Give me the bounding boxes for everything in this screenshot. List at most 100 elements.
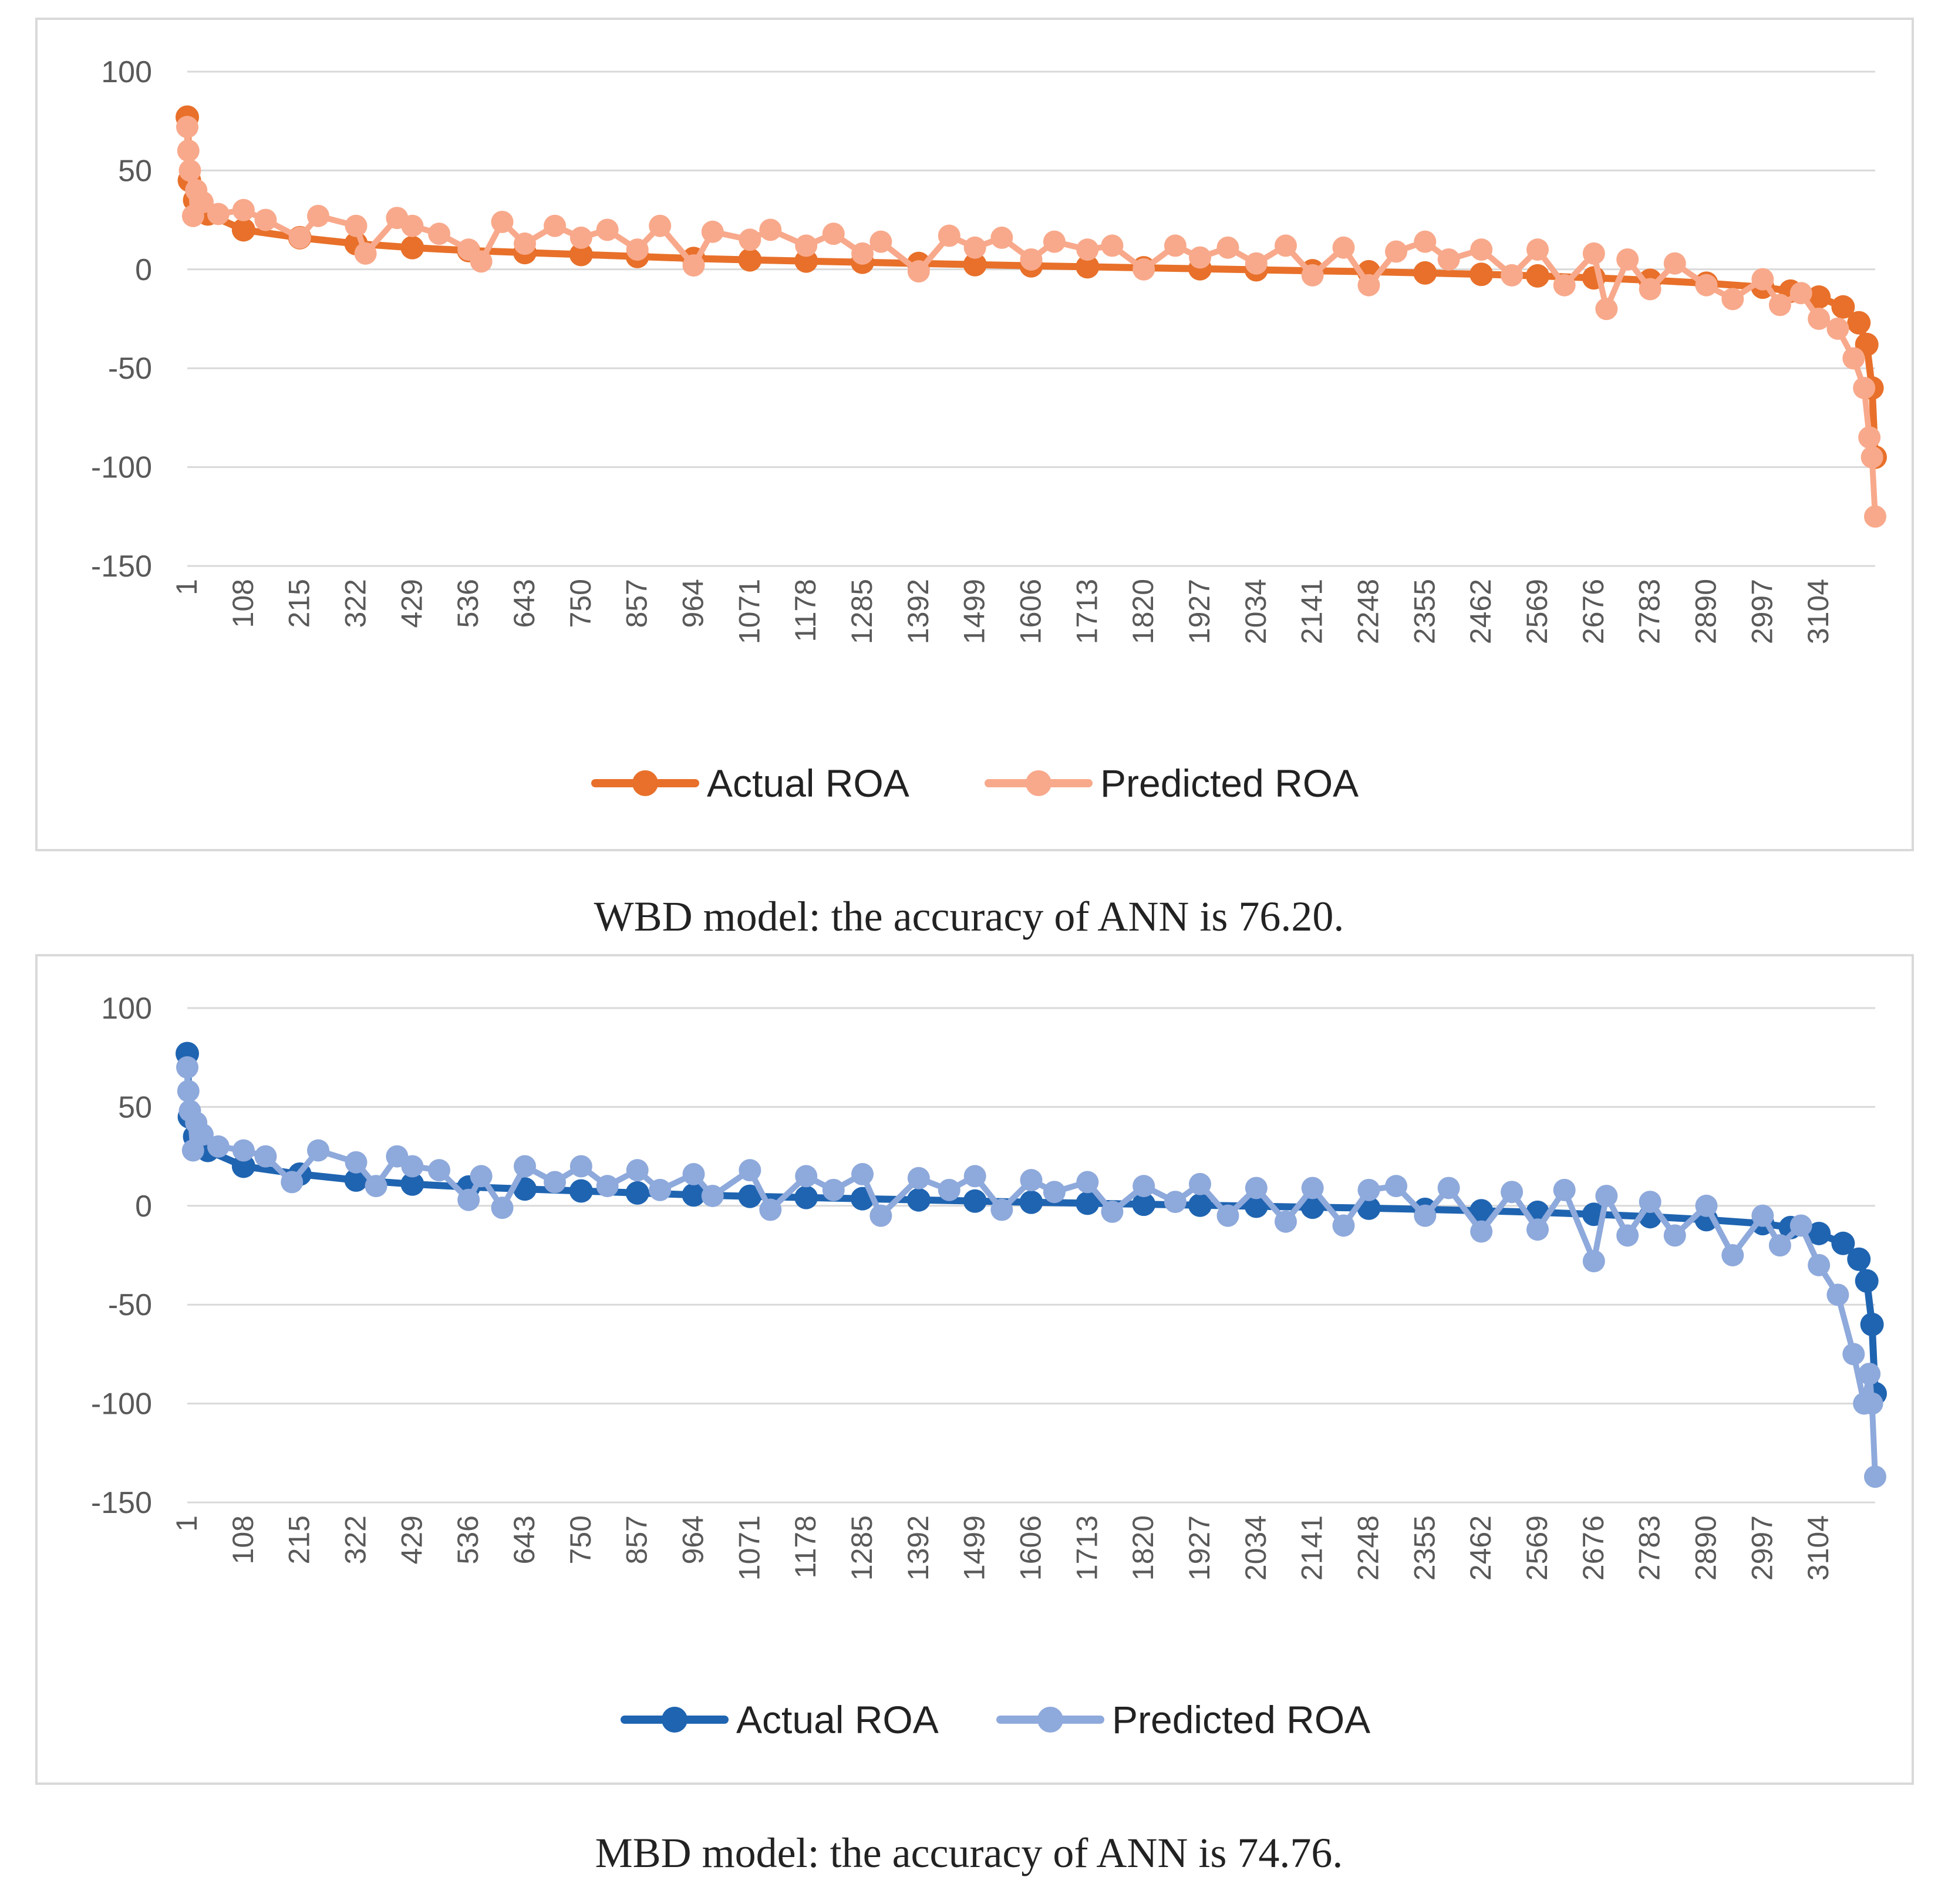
data-point-predicted xyxy=(1553,274,1576,296)
caption-mbd: MBD model: the accuracy of ANN is 74.76. xyxy=(595,1829,1343,1876)
data-point-predicted xyxy=(1076,1171,1099,1194)
data-point-actual xyxy=(1019,1190,1043,1214)
x-tick-label: 2141 xyxy=(1296,1515,1329,1581)
data-point-predicted xyxy=(1501,1181,1524,1204)
x-tick-label: 1713 xyxy=(1070,579,1103,644)
data-point-predicted xyxy=(759,1198,782,1221)
data-point-predicted xyxy=(491,210,514,233)
x-tick-label: 322 xyxy=(339,1515,372,1564)
x-tick-label: 750 xyxy=(564,579,597,628)
data-point-predicted xyxy=(365,1175,387,1198)
y-tick-label: 0 xyxy=(135,253,152,287)
x-tick-label: 1499 xyxy=(958,1515,991,1581)
data-point-predicted xyxy=(1861,1392,1883,1415)
data-point-predicted xyxy=(626,1159,649,1182)
data-point-predicted xyxy=(795,1165,818,1188)
data-point-predicted xyxy=(1133,258,1155,281)
data-point-actual xyxy=(794,1185,818,1209)
x-tick-label: 1606 xyxy=(1014,579,1047,644)
data-point-predicted xyxy=(1639,278,1661,301)
data-point-predicted xyxy=(470,250,493,273)
data-point-predicted xyxy=(1721,1244,1744,1266)
data-point-predicted xyxy=(1437,1177,1460,1199)
data-point-predicted xyxy=(177,1080,200,1103)
data-point-predicted xyxy=(701,220,724,243)
data-point-predicted xyxy=(739,1159,761,1182)
x-tick-label: 1178 xyxy=(789,579,822,642)
data-point-predicted xyxy=(1582,242,1605,265)
data-point-actual xyxy=(1469,1199,1494,1223)
data-point-predicted xyxy=(569,1155,592,1178)
data-point-predicted xyxy=(177,139,200,162)
data-point-predicted xyxy=(682,1162,705,1185)
x-tick-label: 3104 xyxy=(1802,1515,1835,1581)
data-point-predicted xyxy=(990,1198,1013,1221)
legend-swatch-marker xyxy=(1037,1707,1063,1733)
x-tick-label: 3104 xyxy=(1802,579,1835,644)
data-point-actual xyxy=(231,1154,255,1178)
chart-panel-wbd: 100 50 0 -50 -100 -150 1 108 215 322 429 536 643 750 8… xyxy=(35,18,1914,851)
data-point-predicted xyxy=(254,1145,277,1168)
data-point-predicted xyxy=(869,230,892,253)
x-tick-label: 322 xyxy=(339,579,372,628)
data-point-predicted xyxy=(596,218,619,241)
x-tick-label: 1071 xyxy=(733,579,766,644)
data-point-predicted xyxy=(191,1123,214,1146)
data-point-predicted xyxy=(963,236,986,259)
x-tick-label: 2569 xyxy=(1521,1515,1553,1581)
data-point-predicted xyxy=(851,242,874,265)
data-point-predicted xyxy=(345,1151,368,1174)
data-point-predicted xyxy=(1414,230,1437,253)
data-point-actual xyxy=(738,248,762,272)
data-point-predicted xyxy=(1858,1363,1881,1386)
data-point-predicted xyxy=(1861,446,1883,469)
data-point-predicted xyxy=(428,1159,451,1182)
data-point-predicted xyxy=(1526,1218,1549,1241)
data-point-predicted xyxy=(1245,252,1268,275)
legend-swatch-marker xyxy=(632,770,658,796)
data-point-actual xyxy=(1831,1231,1855,1255)
x-tick-label: 857 xyxy=(621,1515,653,1564)
x-tick-label: 2034 xyxy=(1239,579,1272,644)
data-point-predicted xyxy=(1274,1210,1297,1233)
x-tick-label: 2783 xyxy=(1633,579,1666,644)
legend-swatch-marker xyxy=(1026,770,1051,796)
x-tick-label: 964 xyxy=(677,1515,710,1564)
data-point-predicted xyxy=(739,228,761,251)
data-point-predicted xyxy=(281,1171,304,1194)
x-tick-label: 643 xyxy=(508,1515,541,1564)
x-tick-label: 2462 xyxy=(1464,1515,1497,1581)
data-point-predicted xyxy=(1470,238,1493,261)
x-tick-label: 2676 xyxy=(1577,579,1610,644)
data-point-predicted xyxy=(1864,505,1886,528)
x-tick-label: 2462 xyxy=(1464,579,1497,644)
legend-label: Actual ROA xyxy=(707,761,909,805)
data-point-actual xyxy=(1469,262,1494,287)
data-point-actual xyxy=(1076,1191,1100,1215)
data-point-predicted xyxy=(1663,252,1686,275)
data-point-predicted xyxy=(1357,274,1380,296)
data-point-predicted xyxy=(682,254,705,277)
data-point-predicted xyxy=(1101,1200,1124,1223)
x-tick-label: 215 xyxy=(283,1515,316,1564)
data-point-predicted xyxy=(232,198,255,221)
y-tick-label: -150 xyxy=(91,550,152,584)
data-point-predicted xyxy=(254,208,277,231)
legend-swatch-marker xyxy=(662,1707,687,1733)
x-tick-label: 1392 xyxy=(902,1515,935,1581)
data-point-predicted xyxy=(907,1167,930,1189)
data-point-predicted xyxy=(1357,1178,1380,1201)
data-point-predicted xyxy=(401,1155,424,1178)
data-point-predicted xyxy=(1385,1175,1408,1198)
chart-panel-mbd: 100 50 0 -50 -100 -150 1 108 215 322 429 536 643 750 8… xyxy=(35,954,1914,1785)
data-point-predicted xyxy=(869,1204,892,1227)
legend-label: Actual ROA xyxy=(736,1698,939,1741)
data-point-predicted xyxy=(1526,238,1549,261)
x-tick-label: 2141 xyxy=(1296,579,1329,644)
data-point-predicted xyxy=(1751,268,1774,291)
data-point-actual xyxy=(1188,1193,1212,1217)
x-tick-label: 2355 xyxy=(1408,1515,1441,1581)
data-point-predicted xyxy=(1301,1177,1324,1199)
x-tick-label: 2783 xyxy=(1633,1515,1666,1581)
data-point-predicted xyxy=(1043,230,1066,253)
